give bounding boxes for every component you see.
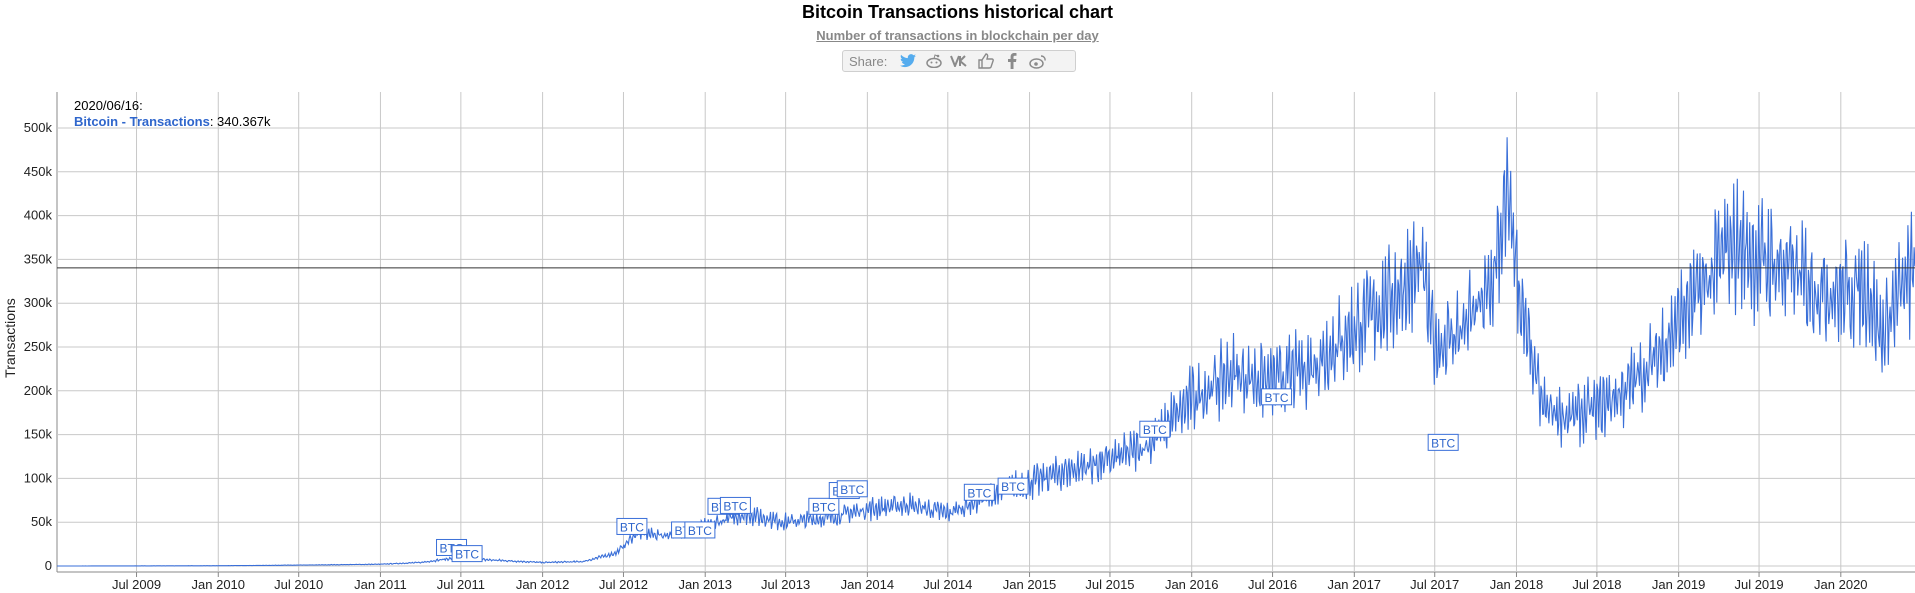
btc-annotation[interactable]: BTC xyxy=(1139,420,1171,438)
btc-annotation-label: BTC xyxy=(455,548,479,562)
btc-annotation-label: BTC xyxy=(1431,436,1455,450)
x-tick-label: Jul 2018 xyxy=(1572,577,1621,592)
vk-icon[interactable] xyxy=(947,51,973,71)
tooltip-series: Bitcoin - Transactions xyxy=(74,114,210,129)
btc-annotation[interactable]: BTC xyxy=(997,477,1029,495)
y-tick-label: 500k xyxy=(24,120,53,135)
btc-annotation-label: BTC xyxy=(1143,423,1167,437)
btc-annotation-box xyxy=(808,497,840,515)
btc-annotation-box xyxy=(451,545,483,563)
btc-annotation-label: BTC xyxy=(620,520,644,534)
btc-annotation-box xyxy=(1427,433,1459,451)
y-tick-label: 50k xyxy=(31,514,52,529)
btc-annotation[interactable]: BTC xyxy=(1427,433,1459,451)
x-tick-label: Jan 2014 xyxy=(841,577,895,592)
x-tick-label: Jul 2014 xyxy=(923,577,972,592)
annotations-layer: BTCBTCBTCBTCBTCBTCBTCBTCBTCBTCBTCBTCBTCB… xyxy=(436,388,1459,563)
x-tick-label: Jul 2011 xyxy=(437,577,485,592)
btc-annotation-label: BTC xyxy=(812,500,836,514)
page-subtitle[interactable]: Number of transactions in blockchain per… xyxy=(816,28,1099,43)
x-tick-label: Jan 2017 xyxy=(1328,577,1382,592)
btc-annotation[interactable]: BTC xyxy=(684,521,716,539)
btc-annotation-label: BTC xyxy=(1001,480,1025,494)
y-tick-label: 350k xyxy=(24,251,53,266)
x-tick-label: Jan 2012 xyxy=(516,577,570,592)
x-tick-label: Jul 2017 xyxy=(1410,577,1459,592)
btc-annotation[interactable]: BTC xyxy=(808,497,840,515)
reddit-icon[interactable] xyxy=(921,51,947,71)
x-tick-label: Jan 2011 xyxy=(354,577,407,592)
x-tick-label: Jul 2015 xyxy=(1085,577,1134,592)
y-axis-label: Transactions xyxy=(2,298,18,378)
x-tick-label: Jan 2019 xyxy=(1652,577,1706,592)
btc-annotation-box xyxy=(997,477,1029,495)
like-icon[interactable] xyxy=(973,51,999,71)
x-tick-label: Jul 2013 xyxy=(761,577,810,592)
btc-annotation-box xyxy=(616,517,648,535)
series-layer xyxy=(57,137,1915,567)
btc-annotation[interactable]: BTC xyxy=(963,483,995,501)
share-bar: Share: xyxy=(842,50,1076,72)
twitter-icon[interactable] xyxy=(895,51,921,71)
btc-annotation-label: BTC xyxy=(688,524,712,538)
x-tick-label: Jul 2019 xyxy=(1734,577,1783,592)
btc-annotation-box xyxy=(1261,388,1293,406)
x-tick-label: Jan 2010 xyxy=(192,577,246,592)
btc-annotation[interactable]: BTC xyxy=(451,545,483,563)
tooltip-date: 2020/06/16: xyxy=(74,98,143,113)
y-tick-label: 100k xyxy=(24,470,53,485)
facebook-icon[interactable] xyxy=(999,51,1025,71)
btc-annotation-box xyxy=(836,480,868,498)
chart-grid xyxy=(56,92,1915,573)
x-tick-label: Jan 2015 xyxy=(1003,577,1057,592)
y-axis: 0 50k 100k 150k 200k 250k 300k 350k 400k 450k 500k xyxy=(24,120,53,573)
btc-annotation-box xyxy=(684,521,716,539)
weibo-icon[interactable] xyxy=(1025,51,1051,71)
btc-annotation[interactable]: BTC xyxy=(616,517,648,535)
share-label: Share: xyxy=(849,53,888,69)
btc-annotation-label: BTC xyxy=(723,499,747,513)
y-tick-label: 0 xyxy=(45,558,52,573)
x-tick-label: Jan 2013 xyxy=(678,577,732,592)
btc-annotation[interactable]: BTC xyxy=(719,496,751,514)
x-tick-label: Jul 2016 xyxy=(1248,577,1297,592)
y-tick-label: 200k xyxy=(24,383,53,398)
btc-annotation[interactable]: BTC xyxy=(836,480,868,498)
btc-annotation-box xyxy=(719,496,751,514)
page-title: Bitcoin Transactions historical chart xyxy=(801,2,1114,22)
tooltip-value: : 340.367k xyxy=(210,114,271,129)
x-tick-label: Jan 2016 xyxy=(1165,577,1219,592)
y-tick-label: 450k xyxy=(24,164,53,179)
x-axis: Jul 2009 Jan 2010 Jul 2010 Jan 2011 Jul 2011… xyxy=(112,572,1868,592)
series-line-bitcoin-transactions xyxy=(57,137,1915,567)
x-tick-label: Jul 2012 xyxy=(599,577,648,592)
x-tick-label: Jan 2020 xyxy=(1814,577,1868,592)
btc-annotation[interactable]: BTC xyxy=(1261,388,1293,406)
y-tick-label: 400k xyxy=(24,208,53,223)
tooltip-value-line: Bitcoin - Transactions: 340.367k xyxy=(74,114,271,129)
y-tick-label: 300k xyxy=(24,295,53,310)
btc-annotation-label: BTC xyxy=(840,483,864,497)
y-tick-label: 250k xyxy=(24,339,53,354)
x-tick-label: Jan 2018 xyxy=(1490,577,1544,592)
btc-annotation-box xyxy=(963,483,995,501)
x-tick-label: Jul 2010 xyxy=(274,577,323,592)
btc-annotation-label: BTC xyxy=(1265,391,1289,405)
y-tick-label: 150k xyxy=(24,427,53,442)
btc-annotation-label: BTC xyxy=(967,486,991,500)
x-tick-label: Jul 2009 xyxy=(112,577,161,592)
btc-annotation-box xyxy=(1139,420,1171,438)
